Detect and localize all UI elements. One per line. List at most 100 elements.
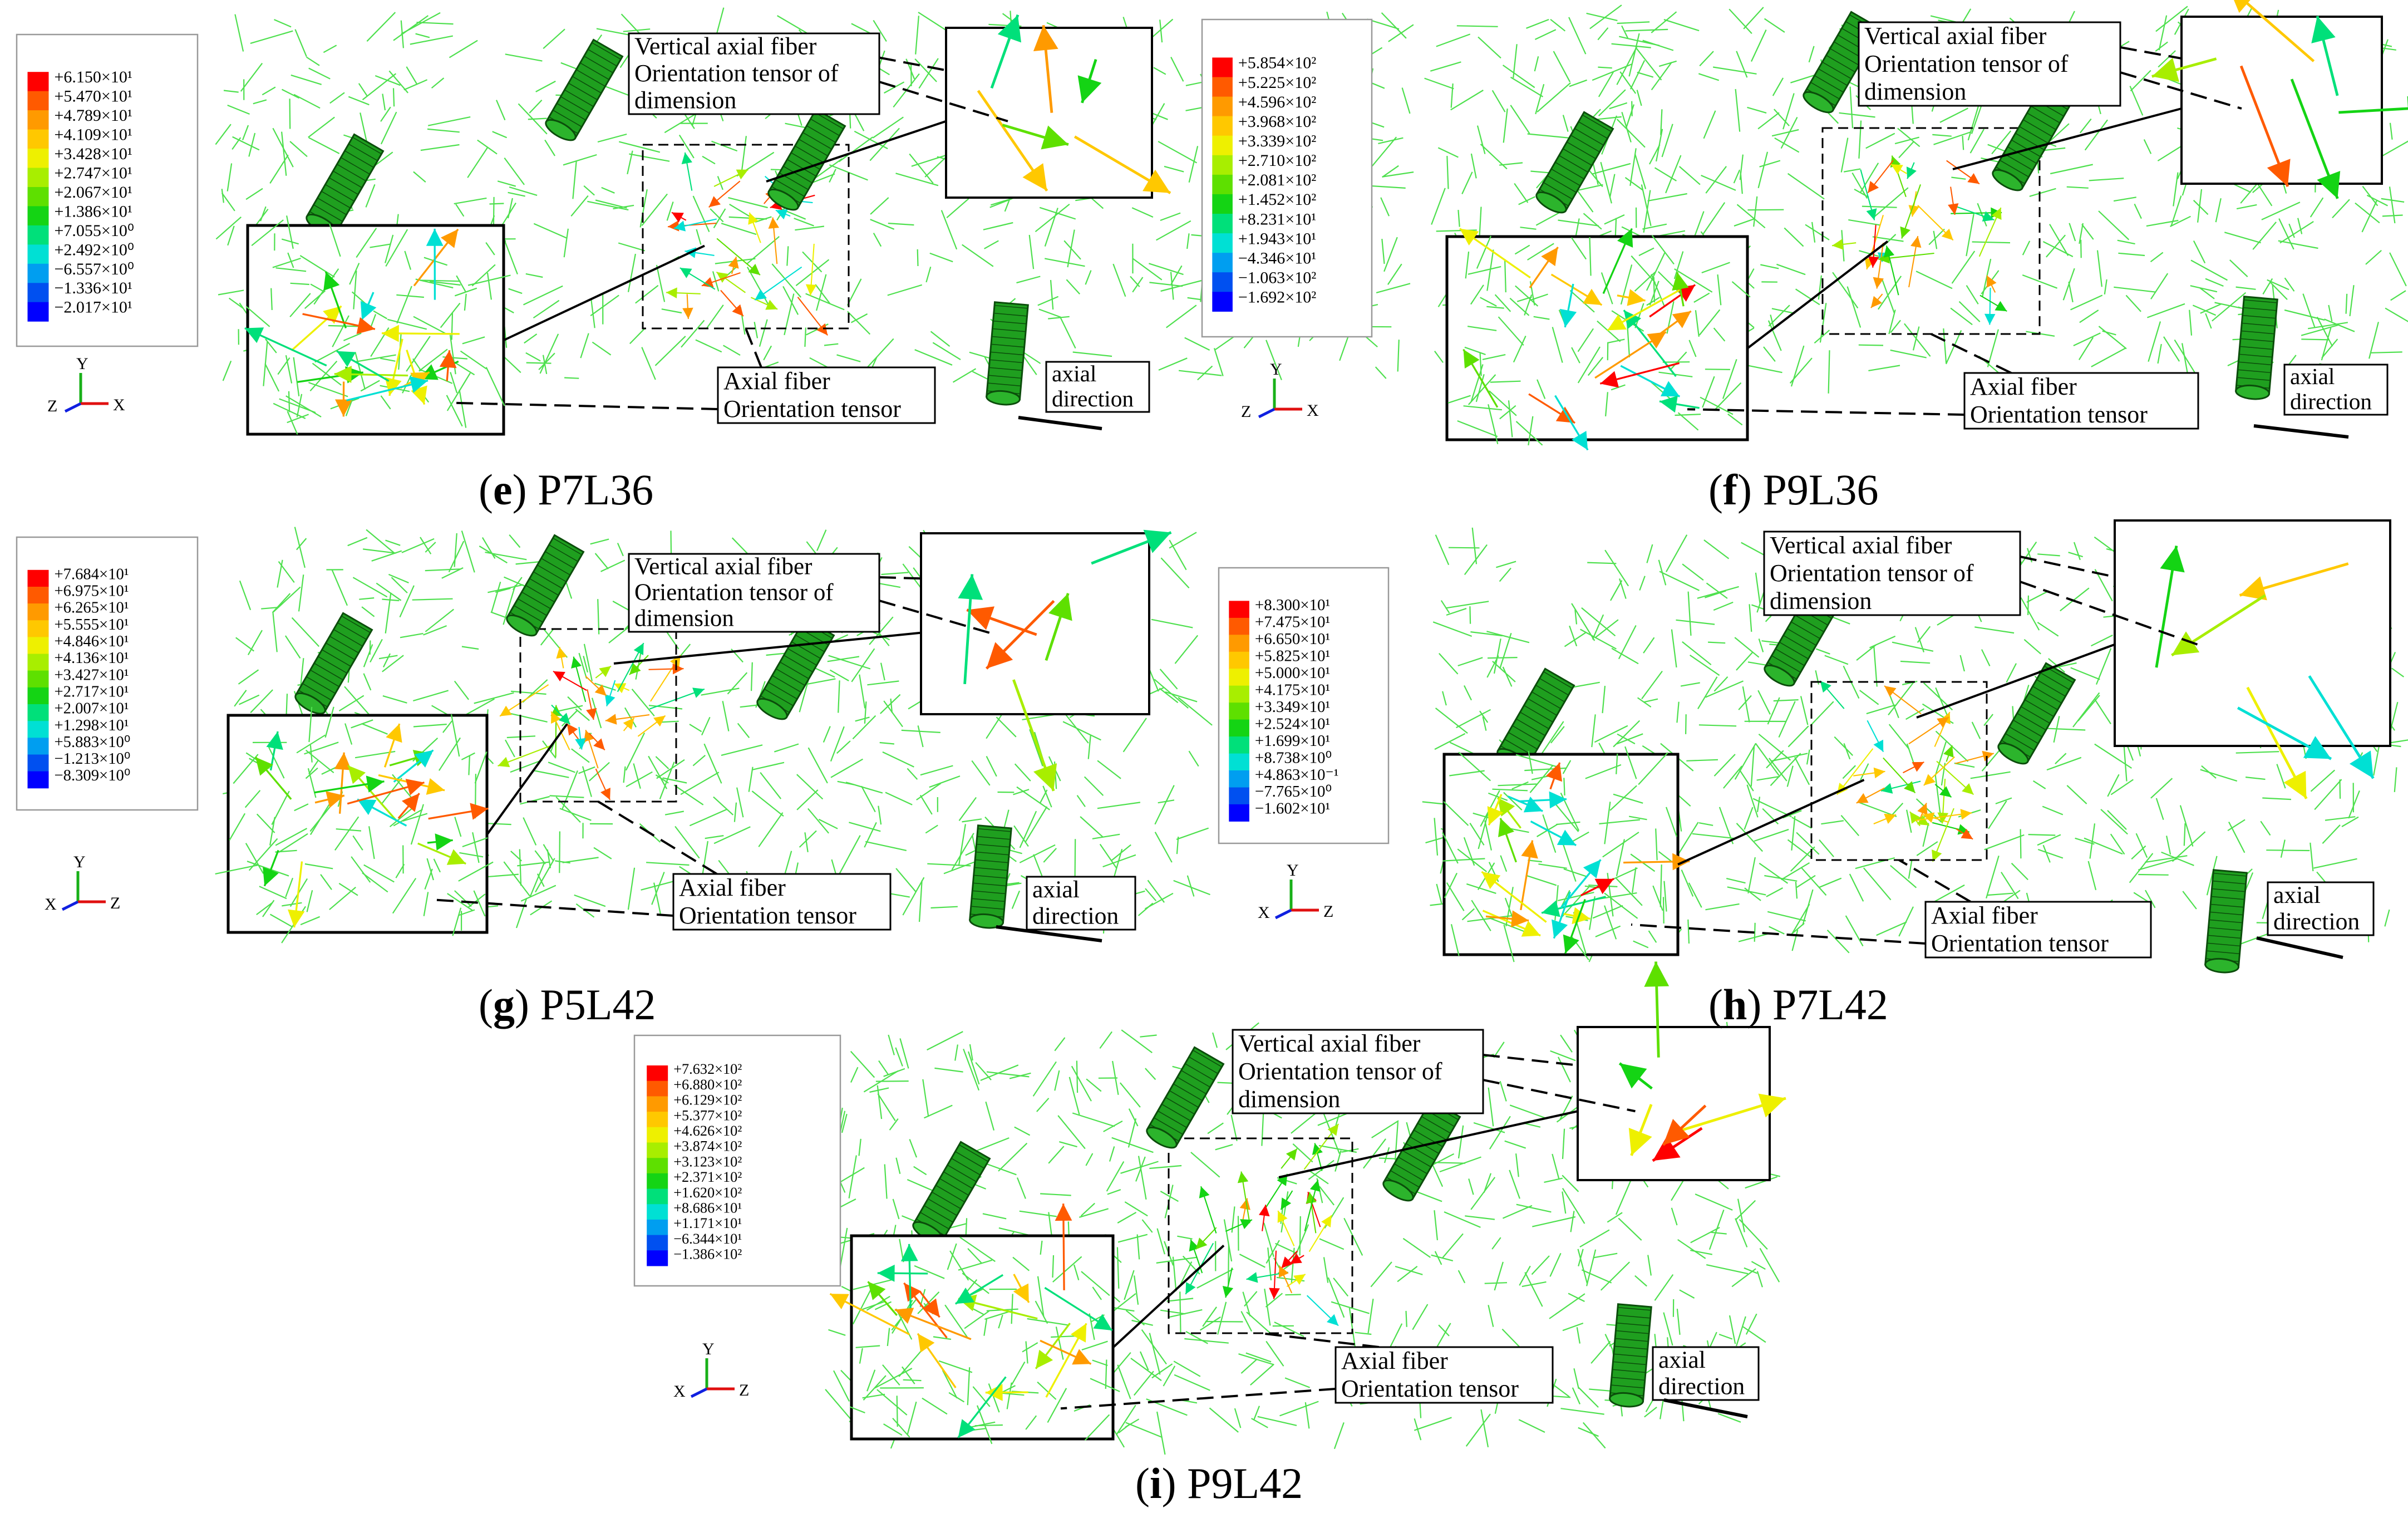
legend-swatch <box>1212 174 1233 195</box>
axial-zoom-inset <box>1445 228 1751 451</box>
legend-swatch <box>1212 214 1233 234</box>
vertical-fiber-label-line: Vertical axial fiber <box>1770 532 1952 559</box>
legend-swatch <box>647 1158 668 1174</box>
legend-value: +7.684×10¹ <box>55 565 129 583</box>
caption-name: P9L42 <box>1187 1459 1303 1507</box>
legend-value: +6.650×10¹ <box>1255 630 1330 648</box>
legend-swatch <box>1212 233 1233 253</box>
axial-direction-label-line: direction <box>1032 903 1119 930</box>
legend-value: +1.171×10¹ <box>673 1215 742 1231</box>
legend-value: +2.492×10⁰ <box>55 240 134 259</box>
caption-letter: e <box>493 465 513 514</box>
legend-swatch <box>27 244 49 264</box>
orientation-region <box>1810 680 1995 862</box>
caption-name: P7L42 <box>1772 980 1888 1029</box>
vertical-fiber-label-line: dimension <box>1864 78 1966 105</box>
legend-value: +1.620×10² <box>673 1185 742 1201</box>
vertical-zoom-inset <box>2114 519 2391 799</box>
legend-swatch <box>647 1188 668 1205</box>
legend-swatch <box>27 168 49 188</box>
axial-direction-arrow <box>1018 416 1102 430</box>
inclusion-cylinder <box>1609 1303 1652 1408</box>
legend-swatch <box>27 206 49 226</box>
axis-label: Z <box>110 894 120 912</box>
axial-fiber-label-line: Orientation tensor <box>723 395 901 423</box>
legend-swatch <box>647 1173 668 1189</box>
axis-label: Z <box>1241 402 1251 421</box>
legend-value: +7.632×10² <box>673 1061 742 1077</box>
legend-value: +3.339×10² <box>1238 132 1316 150</box>
inclusion-cylinder <box>1997 662 2076 765</box>
vertical-zoom-inset <box>920 529 1172 792</box>
legend-value: −1.213×10⁰ <box>55 750 131 768</box>
axial-fiber-label-line: Axial fiber <box>723 367 830 395</box>
legend-value: +3.427×10¹ <box>55 666 129 684</box>
axis-triad: Y X Z <box>1258 861 1333 922</box>
legend-swatch <box>27 302 49 322</box>
legend-swatch <box>27 771 49 789</box>
axis-label: X <box>113 396 125 414</box>
inclusion-cylinder <box>506 534 585 637</box>
axis-label: X <box>1258 903 1270 922</box>
axial-fiber-label-line: Orientation tensor <box>679 902 856 929</box>
legend-swatch <box>27 129 49 149</box>
legend-value: +8.686×10¹ <box>673 1200 742 1216</box>
legend-value: −8.309×10⁰ <box>55 767 131 784</box>
legend-value: +5.825×10¹ <box>1255 647 1330 665</box>
legend-swatch <box>27 263 49 283</box>
axis-label: X <box>673 1382 686 1401</box>
legend-value: −4.346×10¹ <box>1238 249 1316 268</box>
axial-direction-arrow <box>2253 424 2349 439</box>
legend-value: +5.000×10¹ <box>1255 664 1330 682</box>
legend-value: +5.470×10¹ <box>55 87 132 106</box>
legend-value: +2.067×10¹ <box>55 183 132 202</box>
vertical-fiber-label-line: Orientation tensor of <box>634 60 839 87</box>
axial-direction-label-line: direction <box>2273 908 2360 935</box>
inclusion-cylinder <box>2204 869 2248 974</box>
axial-direction-label-line: direction <box>1658 1373 1745 1400</box>
legend-swatch <box>1229 651 1249 669</box>
legend-value: +3.874×10² <box>673 1138 742 1155</box>
legend-swatch <box>1212 77 1233 97</box>
axial-direction-label-line: direction <box>1052 386 1134 411</box>
axial-direction-arrow <box>996 925 1102 942</box>
axis-label: Z <box>47 397 57 415</box>
axial-fiber-label-line: Orientation tensor <box>1931 930 2109 957</box>
legend-value: +4.109×10¹ <box>55 126 132 144</box>
axis-triad: Y X Z <box>45 853 120 913</box>
axis-label: Y <box>76 355 88 373</box>
legend-swatch <box>1212 116 1233 136</box>
legend-swatch <box>1229 770 1249 788</box>
axial-direction-label-line: axial <box>1052 361 1096 386</box>
axial-direction-label-line: axial <box>1658 1347 1706 1373</box>
legend-swatch <box>27 704 49 721</box>
axis-label: Y <box>1270 360 1282 379</box>
legend-value: +4.596×10² <box>1238 93 1316 111</box>
legend-swatch <box>1229 753 1249 771</box>
axial-direction-label-line: axial <box>2273 882 2321 908</box>
axis-triad: Y Z X <box>47 355 125 415</box>
vertical-zoom-inset <box>2151 0 2408 199</box>
axis-label: Y <box>73 853 86 871</box>
legend-value: +6.129×10² <box>673 1092 742 1108</box>
axial-zoom-inset <box>215 706 494 944</box>
axial-direction-arrow <box>2256 936 2343 959</box>
legend-swatch <box>27 149 49 168</box>
inclusion-cylinder <box>294 612 373 715</box>
legend-value: +7.475×10¹ <box>1255 613 1330 631</box>
caption-name: P9L36 <box>1762 465 1879 514</box>
legend-value: +4.863×10⁻¹ <box>1255 766 1339 784</box>
axial-zoom-inset <box>1441 746 1690 962</box>
legend-value: −1.386×10² <box>673 1246 742 1262</box>
vertical-fiber-label-line: Orientation tensor of <box>1238 1058 1442 1085</box>
legend-value: +1.452×10² <box>1238 190 1316 209</box>
legend-swatch <box>1229 635 1249 652</box>
legend-value: +6.975×10¹ <box>55 582 129 600</box>
